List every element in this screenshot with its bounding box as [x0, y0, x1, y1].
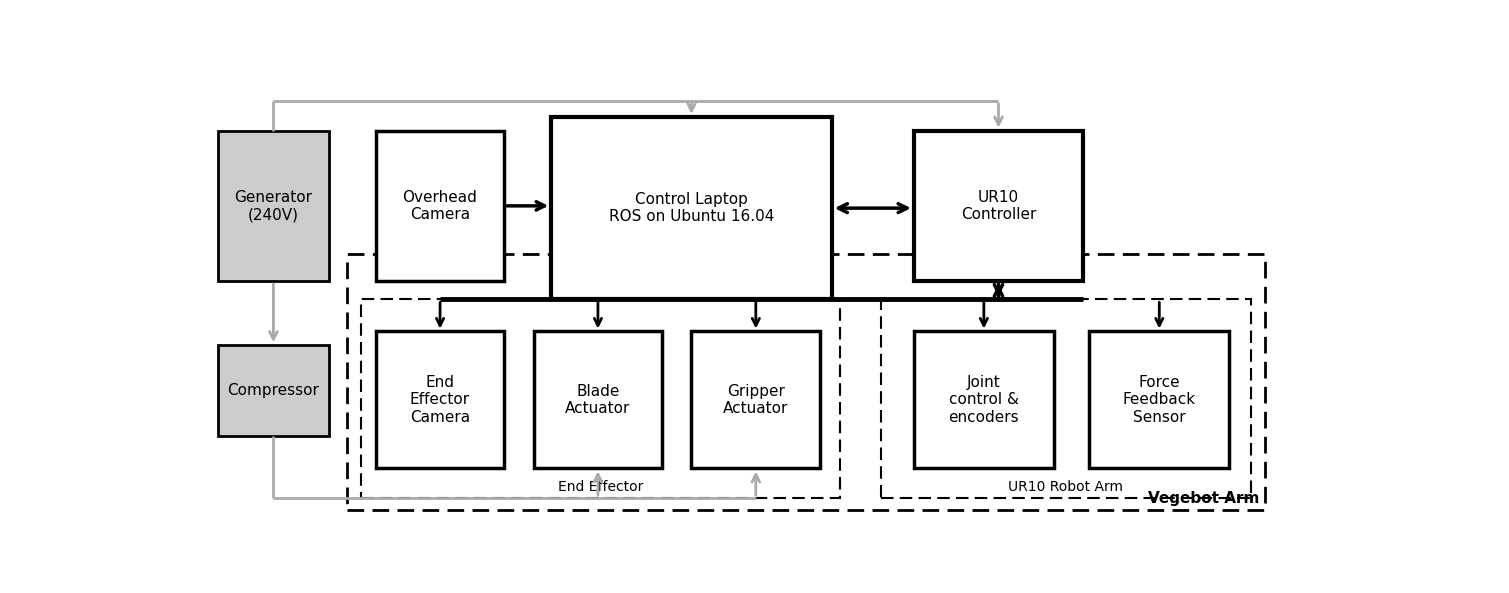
FancyBboxPatch shape: [1089, 331, 1230, 468]
Text: UR10
Controller: UR10 Controller: [961, 190, 1037, 222]
FancyBboxPatch shape: [914, 130, 1083, 281]
Text: UR10 Robot Arm: UR10 Robot Arm: [1008, 480, 1123, 495]
Text: Joint
control &
encoders: Joint control & encoders: [949, 375, 1019, 425]
FancyBboxPatch shape: [376, 331, 504, 468]
Text: Control Laptop
ROS on Ubuntu 16.04: Control Laptop ROS on Ubuntu 16.04: [608, 192, 774, 224]
Text: Overhead
Camera: Overhead Camera: [403, 190, 477, 222]
FancyBboxPatch shape: [217, 130, 329, 281]
FancyBboxPatch shape: [691, 331, 821, 468]
FancyBboxPatch shape: [534, 331, 662, 468]
FancyBboxPatch shape: [551, 117, 831, 299]
FancyBboxPatch shape: [217, 345, 329, 436]
Text: Gripper
Actuator: Gripper Actuator: [723, 384, 789, 416]
Text: Force
Feedback
Sensor: Force Feedback Sensor: [1123, 375, 1195, 425]
FancyBboxPatch shape: [376, 130, 504, 281]
Text: Compressor: Compressor: [228, 383, 320, 398]
FancyBboxPatch shape: [914, 331, 1055, 468]
Text: End Effector: End Effector: [558, 480, 643, 495]
Text: Blade
Actuator: Blade Actuator: [566, 384, 631, 416]
Text: Vegebot Arm: Vegebot Arm: [1148, 491, 1260, 506]
Text: Generator
(240V): Generator (240V): [234, 190, 312, 222]
Text: End
Effector
Camera: End Effector Camera: [410, 375, 471, 425]
